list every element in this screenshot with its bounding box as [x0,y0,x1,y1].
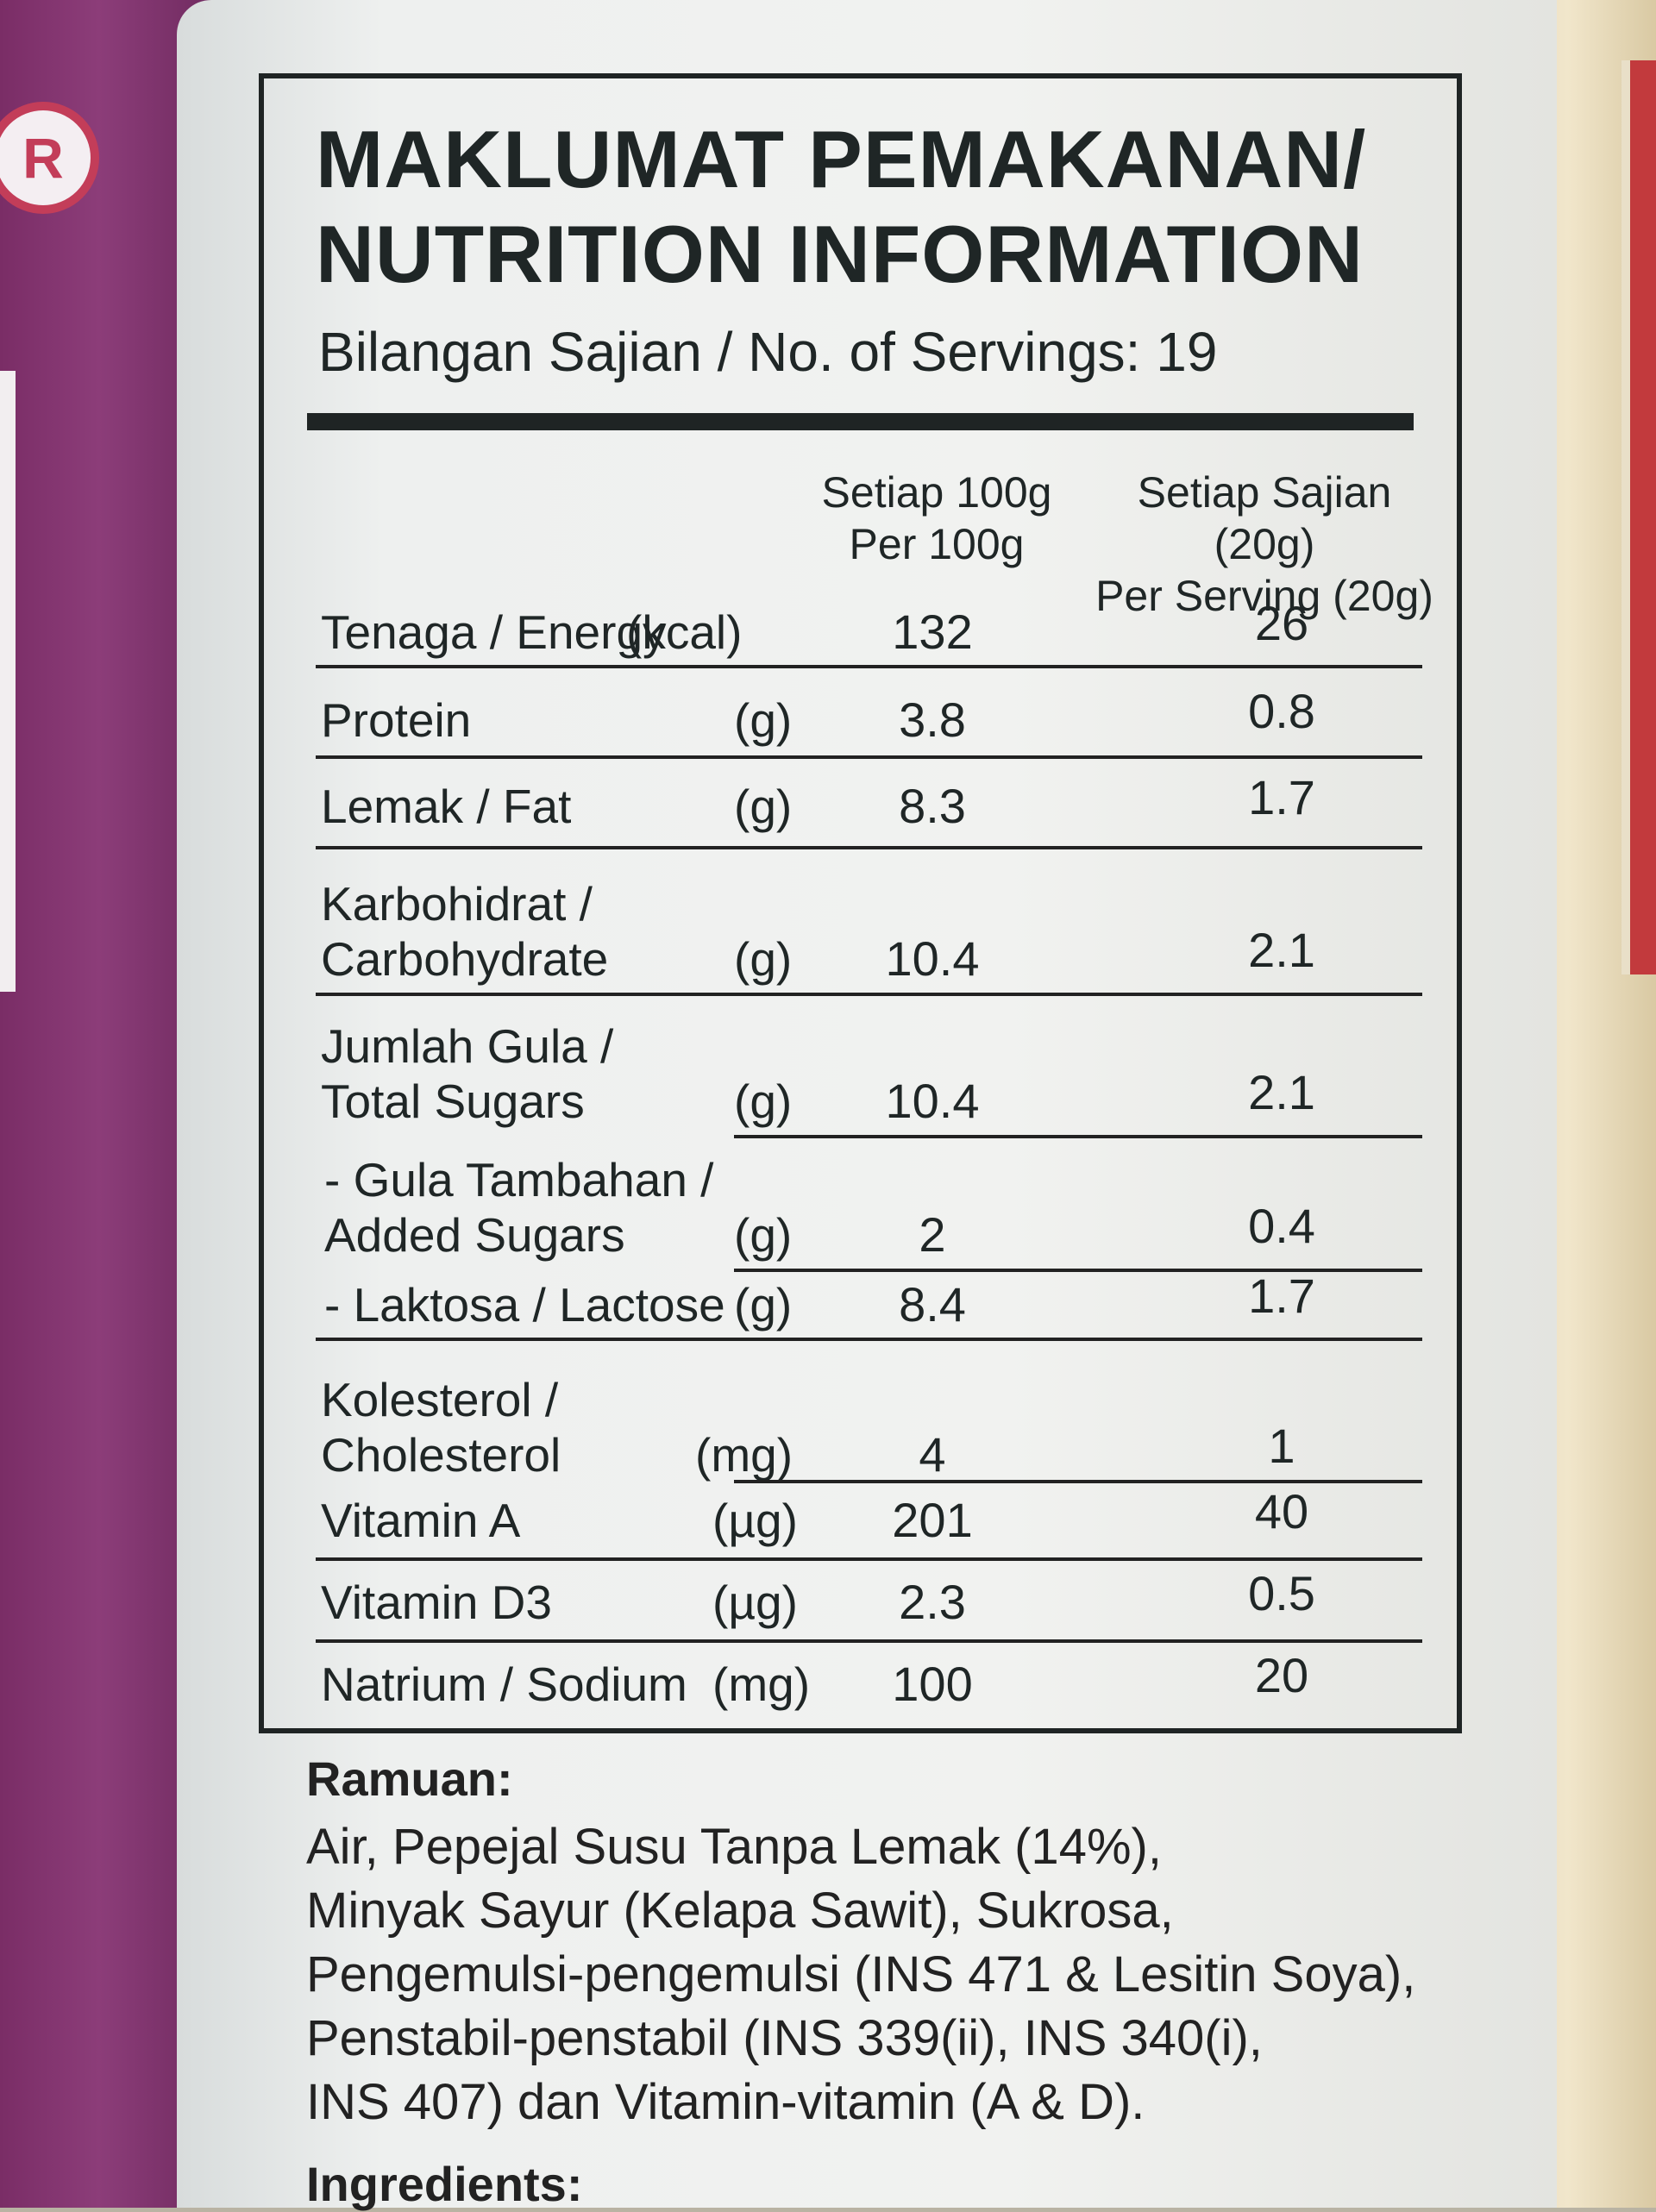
per100g-value: 2.3 [899,1575,966,1629]
nutrient-label: Vitamin A [321,1494,521,1547]
row-divider [734,1269,1422,1272]
per100g-value: 4 [919,1427,946,1482]
per-serving-value: 1.7 [1248,1269,1315,1323]
nutrient-unit: (kcal) [626,605,743,659]
row-divider [316,993,1422,996]
per100g-value: 10.4 [885,1074,980,1128]
per100g-value: 8.3 [899,779,966,833]
nutrient-unit: (g) [734,932,793,986]
side-white-stripe [0,371,16,992]
row-divider [734,1135,1422,1138]
per-serving-value: 40 [1254,1484,1309,1538]
nutrient-label: Tenaga / Energy [321,605,667,659]
nutrient-label: Natrium / Sodium [321,1657,687,1711]
per100g-value: 132 [892,605,973,659]
nutrient-row: Vitamin D3 (µg) 2.3 0.5 [316,1566,1422,1644]
nutrient-row: Protein (g) 3.8 0.8 [316,684,1422,761]
nutrient-row: Vitamin A (µg) 201 40 [316,1484,1422,1562]
nutrient-unit: (g) [734,693,793,747]
per100g-value: 3.8 [899,692,966,747]
nutrient-unit: (g) [734,1278,793,1332]
header-rule [307,413,1414,430]
row-divider [316,846,1422,849]
registered-trademark-icon: R [0,102,99,214]
nutrient-unit: (µg) [712,1576,798,1629]
nutrient-label: Lemak / Fat [321,780,572,833]
row-divider [316,1639,1422,1643]
label-background [177,0,1557,2208]
per-serving-value: 0.4 [1248,1199,1315,1253]
per100g-value: 201 [892,1493,973,1547]
nutrient-row: - Laktosa / Lactose (g) 8.4 1.7 [316,1269,1422,1346]
per-serving-value: 26 [1254,596,1309,650]
nutrient-row: Lemak / Fat (g) 8.3 1.7 [316,770,1422,848]
nutrient-unit: (mg) [712,1657,811,1711]
column-header-per100g: Setiap 100g Per 100g [821,468,1052,568]
panel-title-english: NUTRITION INFORMATION [316,209,1364,299]
nutrient-label: - Gula Tambahan / Added Sugars [324,1153,714,1262]
nutrient-row: - Gula Tambahan / Added Sugars (g) 2 0.4 [316,1152,1422,1281]
nutrient-row: Natrium / Sodium (mg) 100 20 [316,1648,1422,1726]
per-serving-value: 0.5 [1248,1566,1315,1620]
nutrient-label: Protein [321,693,472,747]
per-serving-value: 1.7 [1248,770,1315,824]
servings-count: Bilangan Sajian / No. of Servings: 19 [318,321,1218,383]
nutrient-label: Jumlah Gula / Total Sugars [321,1019,614,1128]
nutrient-unit: (g) [734,1208,793,1262]
nutrition-panel: MAKLUMAT PEMAKANAN/ NUTRITION INFORMATIO… [259,73,1462,1733]
per-serving-value: 1 [1268,1419,1295,1473]
per-serving-value: 20 [1254,1648,1309,1702]
per-serving-value: 0.8 [1248,684,1315,738]
nutrient-row: Karbohidrat / Carbohydrate (g) 10.4 2.1 [316,876,1422,1006]
row-divider [734,1480,1422,1483]
nutrient-unit: (g) [734,1075,793,1128]
row-divider [316,665,1422,668]
ingredients-text: Air, Pepejal Susu Tanpa Lemak (14%), Min… [306,1819,1416,2130]
nutrient-unit: (µg) [712,1494,798,1547]
per100g-value: 8.4 [899,1277,966,1332]
nutrient-label: Karbohidrat / Carbohydrate [321,877,609,986]
nutrient-row: Kolesterol / Cholesterol (mg) 4 1 [316,1372,1422,1501]
per100g-value: 2 [919,1207,946,1262]
per-serving-value: 2.1 [1248,923,1315,977]
row-divider [316,1338,1422,1341]
row-divider [316,1557,1422,1561]
per100g-value: 10.4 [885,931,980,986]
per100g-value: 100 [892,1657,973,1711]
ingredients-title: Ramuan: [306,1751,513,1806]
nutrient-unit: (mg) [695,1428,794,1482]
nutrient-unit: (g) [734,780,793,833]
nutrient-label: Kolesterol / Cholesterol [321,1373,561,1482]
nutrient-row: Jumlah Gula / Total Sugars (g) 10.4 2.1 [316,1018,1422,1148]
side-red-stripe [1622,60,1656,974]
row-divider [316,755,1422,759]
ingredients-title-english: Ingredients: [306,2157,583,2211]
per-serving-value: 2.1 [1248,1065,1315,1119]
nutrient-label: Vitamin D3 [321,1576,552,1629]
nutrient-label: - Laktosa / Lactose [324,1278,725,1332]
column-header-per-serving: Setiap Sajian (20g) Per Serving (20g) [1095,468,1433,620]
nutrient-row: Tenaga / Energy (kcal) 132 26 [316,596,1422,674]
panel-title-malay: MAKLUMAT PEMAKANAN/ [316,114,1367,204]
